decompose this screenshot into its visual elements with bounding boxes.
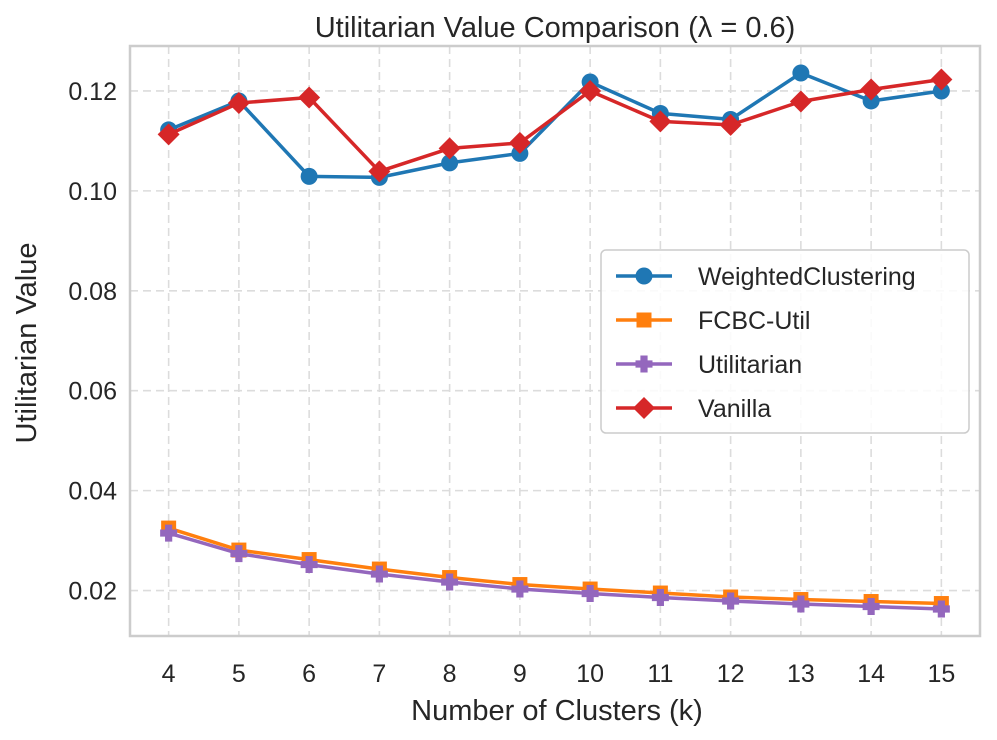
data-point-utilitarian [651,589,669,607]
legend-marker [636,312,652,328]
series-line-fcbc-util [168,526,942,606]
x-tick-label: 15 [927,660,955,688]
series-vanilla [157,68,953,183]
x-tick-label: 6 [302,660,316,688]
chart-title: Utilitarian Value Comparison (λ = 0.6) [315,12,796,44]
y-tick-label: 0.08 [68,278,117,306]
x-tick-label: 5 [232,660,246,688]
data-point-vanilla [157,123,180,146]
legend-item-fcbc-util: FCBC-Util [616,307,811,335]
data-point-weightedclustering [932,82,950,100]
x-tick-label: 7 [372,660,386,688]
series-weightedclustering [160,64,950,186]
series-line-vanilla [167,77,942,174]
legend-item-weightedclustering: WeightedClustering [616,263,916,291]
data-point-weightedclustering [300,167,318,185]
x-tick-label: 14 [857,660,885,688]
x-axis-ticks: 4 5 6 7 8 9 10 11 12 13 14 15 [162,660,956,688]
y-tick-label: 0.04 [68,478,117,506]
data-point-utilitarian [932,600,950,618]
legend-label: FCBC-Util [698,307,811,335]
data-point-utilitarian [581,585,599,603]
data-point-vanilla [438,137,461,160]
x-tick-label: 9 [513,660,527,688]
data-point-weightedclustering [441,154,459,172]
series-line-utilitarian [168,531,942,611]
data-point-weightedclustering [862,92,880,110]
plot-frame [128,44,982,638]
x-tick-label: 4 [162,660,176,688]
legend-item-vanilla: Vanilla [616,395,771,423]
data-point-utilitarian [300,556,318,574]
series-fcbc-util [161,520,949,612]
x-tick-label: 12 [717,660,745,688]
data-point-vanilla [719,113,742,136]
legend-box [600,249,970,434]
data-point-utilitarian [722,592,740,610]
legend-marker [635,267,653,285]
x-tick-label: 13 [787,660,815,688]
legend: WeightedClustering FCBC-Util Utilitarian Va… [600,249,970,434]
data-point-utilitarian [511,580,529,598]
y-tick-label: 0.06 [68,378,117,406]
y-axis-ticks: 0.02 0.04 0.06 0.08 0.10 0.12 [68,78,117,606]
y-tick-label: 0.02 [68,578,117,606]
y-axis-label: Utilitarian Value [11,243,43,444]
data-point-vanilla [930,68,953,91]
legend-label: Vanilla [698,395,771,423]
series-line-weightedclustering [167,71,942,180]
data-point-vanilla [579,79,602,102]
data-point-vanilla [860,78,883,101]
legend-marker [633,397,655,419]
x-tick-label: 10 [576,660,604,688]
series-layer [157,64,953,618]
data-point-vanilla [368,160,391,183]
data-point-utilitarian [792,595,810,613]
data-point-utilitarian [441,573,459,591]
legend-marker [635,355,653,373]
data-point-vanilla [789,90,812,113]
x-tick-label: 11 [647,660,673,688]
legend-label: Utilitarian [698,351,802,379]
data-point-vanilla [227,91,250,114]
series-utilitarian [160,524,950,618]
legend-label: WeightedClustering [698,263,916,291]
data-point-utilitarian [862,598,880,616]
y-tick-label: 0.12 [68,78,117,106]
data-point-utilitarian [160,524,178,542]
x-axis-label: Number of Clusters (k) [411,695,703,727]
data-point-weightedclustering [792,64,810,82]
y-tick-label: 0.10 [68,178,117,206]
legend-item-utilitarian: Utilitarian [616,351,802,379]
data-point-utilitarian [230,545,248,563]
x-tick-label: 8 [443,660,457,688]
data-point-vanilla [508,131,531,154]
data-point-vanilla [298,86,321,109]
data-point-utilitarian [370,565,388,583]
data-point-vanilla [649,110,672,133]
